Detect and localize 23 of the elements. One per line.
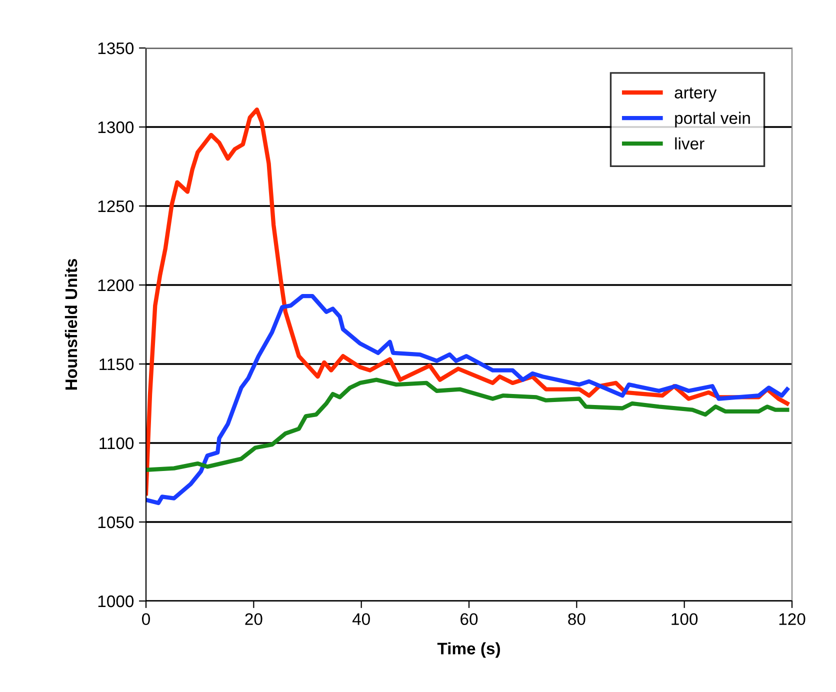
y-tick-label: 1200 [98, 279, 134, 292]
y-tick-label: 1050 [98, 516, 134, 528]
legend-label: portal vein [675, 112, 750, 128]
legend-label: liver [675, 137, 704, 150]
x-tick-label: 80 [568, 613, 586, 626]
x-tick-label: 120 [779, 613, 806, 626]
y-tick-label: 1300 [98, 121, 134, 134]
y-tick-label: 1100 [100, 437, 134, 450]
line-series [146, 294, 790, 506]
x-tick-label: 60 [460, 613, 478, 626]
x-tick-label: 40 [352, 613, 370, 626]
y-tick-label: 1350 [98, 42, 134, 54]
line-series [146, 108, 790, 496]
x-tick-label: 20 [245, 613, 262, 626]
line-series [146, 378, 790, 472]
y-tick-label: 1000 [98, 595, 134, 608]
y-tick-label: 1150 [100, 358, 134, 370]
x-tick-label: 0 [142, 613, 150, 626]
y-axis-title: Hounsfield Units [64, 258, 78, 390]
x-axis-title: Time (s) [437, 642, 500, 658]
x-tick-label: 100 [672, 613, 698, 626]
y-tick-label: 1250 [98, 200, 134, 212]
legend-label: artery [674, 88, 717, 102]
